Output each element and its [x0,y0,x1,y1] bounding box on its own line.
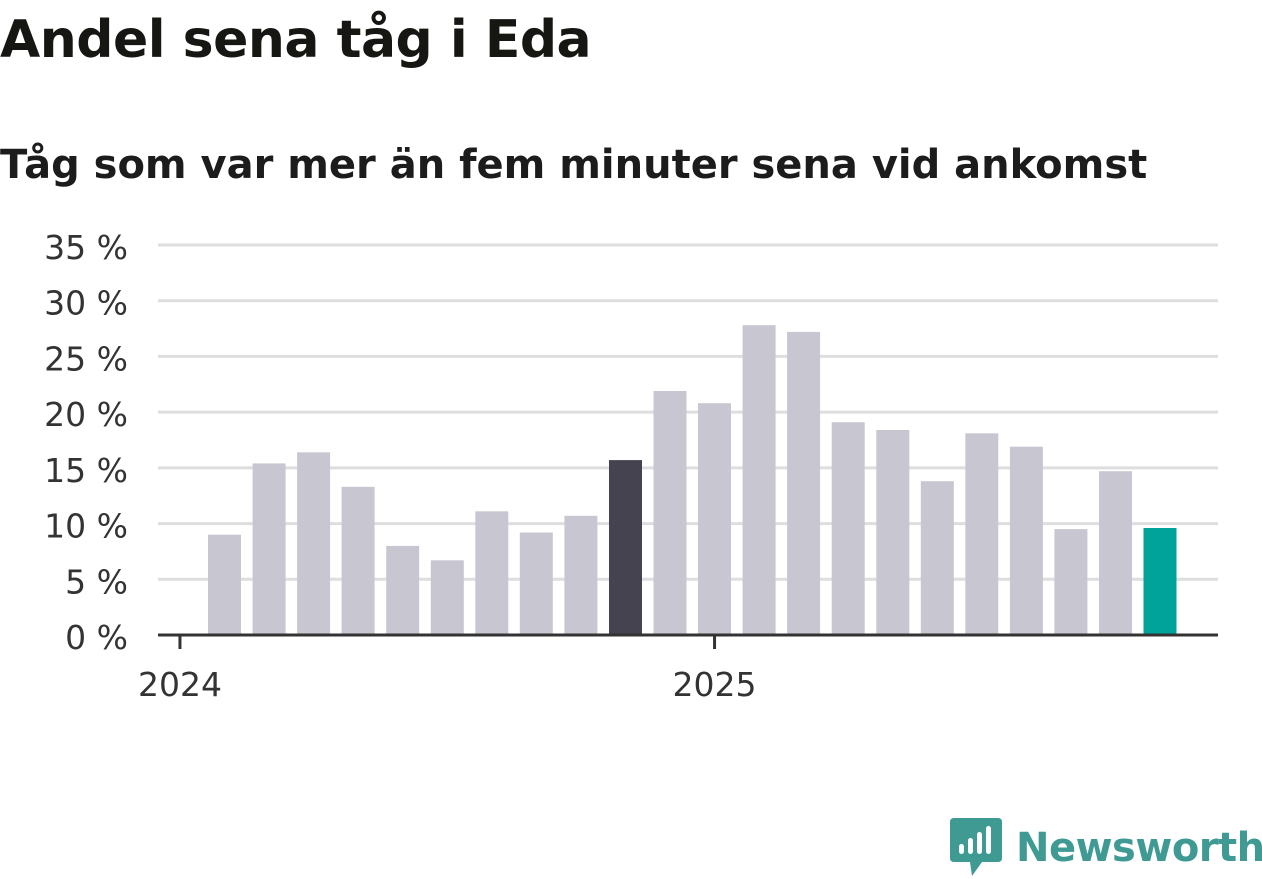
brand-name: Newsworthy [1016,825,1262,871]
bar [1009,446,1043,635]
y-tick-label: 30 % [44,284,128,323]
y-tick-label: 15 % [44,451,128,490]
bar [609,460,642,635]
bar [386,545,420,635]
y-tick-label: 20 % [44,395,128,434]
bar [698,403,731,635]
y-tick-label: 0 % [65,618,128,657]
bars [208,325,1177,635]
bar [475,511,509,635]
bar [208,534,241,635]
bar [742,325,776,635]
bar [430,560,464,635]
brand: Newsworthy [950,818,1262,878]
chart-title: Andel sena tåg i Eda [0,10,592,70]
y-tick-label: 5 % [65,562,128,601]
bar [297,452,331,635]
bar [920,481,954,635]
bar [653,391,687,635]
y-tick-label: 10 % [44,507,128,546]
bar [1054,529,1088,635]
y-axis-ticks: 0 % 5 % 10 % 15 % 20 % 25 % 30 % 35 % [44,228,128,657]
bar [831,422,865,635]
chart-subtitle: Tåg som var mer än fem minuter sena vid … [0,142,1148,188]
bar [519,532,553,635]
y-tick-label: 35 % [44,228,128,267]
x-axis-ticks: 2024 2025 [138,635,757,704]
bar [1099,471,1132,635]
bar [564,515,598,635]
bar [965,433,999,635]
bar [252,463,286,635]
bar [341,486,375,635]
x-tick-label: 2024 [138,665,222,704]
y-tick-label: 25 % [44,339,128,378]
bar [787,331,821,635]
bar [1143,528,1177,635]
x-tick-label: 2025 [673,665,757,704]
bar [876,430,910,635]
newsworthy-logo-icon [950,818,1002,876]
